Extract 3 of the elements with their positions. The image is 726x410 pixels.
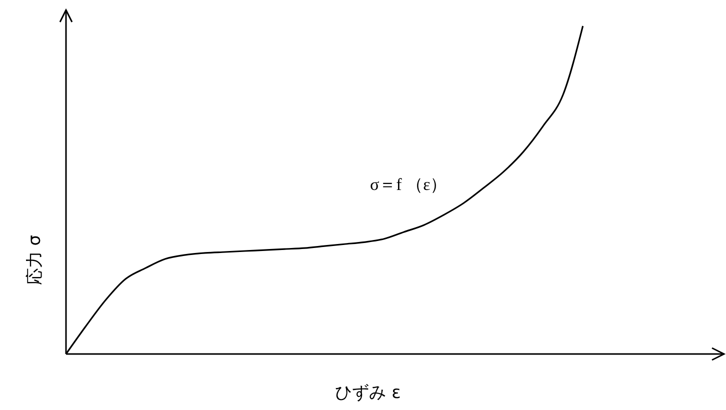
x-axis-title: ひずみ ε: [335, 383, 401, 403]
y-axis-title: 応力 σ: [25, 234, 45, 286]
annotation: σ＝f （ε）: [370, 175, 448, 194]
